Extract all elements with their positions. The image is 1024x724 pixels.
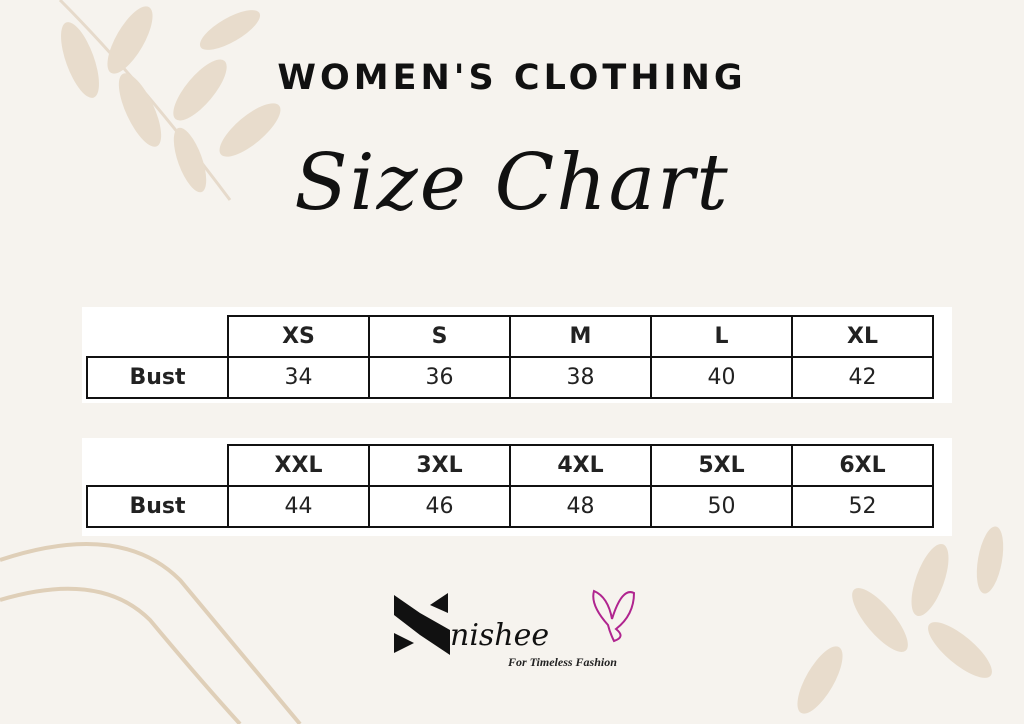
bust-value: 52 [791, 485, 934, 528]
size-header: S [368, 315, 511, 358]
size-header: 6XL [791, 444, 934, 487]
size-header-row: XXL 3XL 4XL 5XL 6XL [87, 444, 934, 487]
bust-value: 48 [509, 485, 652, 528]
brand-name: nishee [450, 618, 550, 653]
bust-value: 34 [227, 356, 370, 399]
page-title: WOMEN'S CLOTHING [277, 58, 747, 98]
bust-row: Bust 34 36 38 40 42 [86, 356, 934, 399]
size-header: XXL [227, 444, 370, 487]
size-header: M [509, 315, 652, 358]
page-subtitle: Size Chart [294, 138, 730, 228]
empty-cell [87, 445, 228, 487]
bust-value: 46 [368, 485, 511, 528]
bust-value: 44 [227, 485, 370, 528]
size-table-2: XXL 3XL 4XL 5XL 6XL Bust 44 46 48 50 52 [86, 444, 934, 528]
bust-value: 38 [509, 356, 652, 399]
bust-value: 36 [368, 356, 511, 399]
bust-value: 50 [650, 485, 793, 528]
bust-value: 42 [791, 356, 934, 399]
size-header: L [650, 315, 793, 358]
brand-logo-icon [394, 589, 636, 655]
row-label: Bust [86, 356, 229, 399]
size-header-row: XS S M L XL [87, 315, 934, 358]
row-label: Bust [86, 485, 229, 528]
size-header: 3XL [368, 444, 511, 487]
size-header: XL [791, 315, 934, 358]
size-header: XS [227, 315, 370, 358]
empty-cell [87, 316, 228, 358]
bust-row: Bust 44 46 48 50 52 [86, 485, 934, 528]
brand-tagline: For Timeless Fashion [508, 655, 617, 669]
size-table-1: XS S M L XL Bust 34 36 38 40 42 [86, 315, 934, 399]
size-header: 5XL [650, 444, 793, 487]
bust-value: 40 [650, 356, 793, 399]
size-header: 4XL [509, 444, 652, 487]
